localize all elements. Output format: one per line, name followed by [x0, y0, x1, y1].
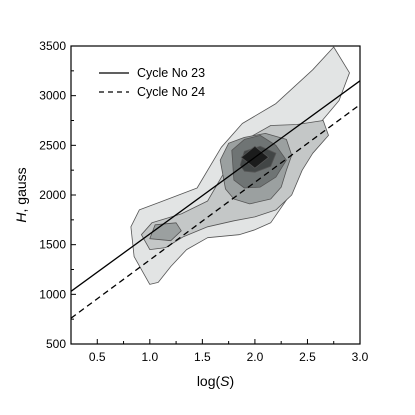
y-tick-label: 3000: [39, 89, 66, 103]
regression-lines: [71, 80, 360, 319]
density-contour-level-3: [149, 222, 182, 242]
y-tick-label: 1500: [39, 238, 66, 252]
x-tick-label: 1.0: [141, 350, 158, 364]
x-axis-ticks: 0.5 1.0 1.5 2.0 2.5 3.0: [70, 339, 369, 364]
legend: Cycle No 23 Cycle No 24: [99, 66, 205, 99]
x-tick-label: 3.0: [352, 350, 369, 364]
density-contours: [130, 46, 350, 285]
y-tick-label: 2500: [39, 138, 66, 152]
y-tick-label: 3500: [39, 39, 66, 53]
legend-label-cycle-24: Cycle No 24: [137, 85, 205, 99]
y-tick-label: 1000: [39, 287, 66, 301]
y-tick-label: 500: [46, 337, 66, 351]
x-tick-label: 2.5: [299, 350, 316, 364]
x-axis-title: log(S): [197, 373, 234, 389]
y-axis-ticks: 500 1000 1500 2000 2500 3000 3500: [39, 39, 76, 351]
x-tick-label: 2.0: [247, 350, 264, 364]
x-tick-label: 0.5: [89, 350, 106, 364]
series-line-cycle-23: [71, 80, 360, 292]
y-axis-title: H, gauss: [13, 167, 29, 222]
x-tick-label: 1.5: [194, 350, 211, 364]
legend-label-cycle-23: Cycle No 23: [137, 66, 205, 80]
y-tick-label: 2000: [39, 188, 66, 202]
